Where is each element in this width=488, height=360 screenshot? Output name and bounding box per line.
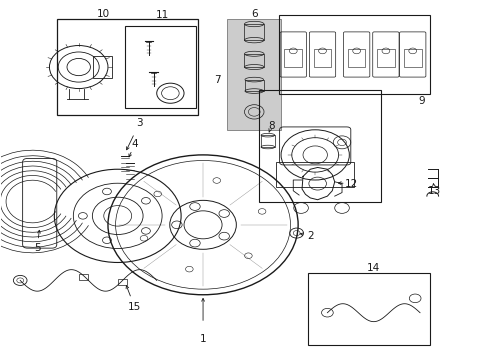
Bar <box>125 26 195 108</box>
Bar <box>118 279 127 285</box>
Text: 3: 3 <box>136 118 142 128</box>
Bar <box>244 24 264 40</box>
Text: 1: 1 <box>199 333 206 343</box>
Bar <box>259 90 380 202</box>
Bar <box>261 135 274 147</box>
Bar <box>79 274 88 280</box>
Bar <box>284 49 302 67</box>
Text: 13: 13 <box>427 186 440 196</box>
Bar <box>93 56 112 78</box>
Bar <box>278 15 429 94</box>
Text: 14: 14 <box>366 262 379 273</box>
Bar <box>244 80 263 91</box>
Text: 8: 8 <box>267 121 274 131</box>
Text: 7: 7 <box>214 75 221 85</box>
Text: 4: 4 <box>131 139 138 149</box>
Text: 2: 2 <box>306 231 313 240</box>
Text: 6: 6 <box>250 9 257 19</box>
Text: 11: 11 <box>156 10 169 20</box>
Bar <box>376 49 394 67</box>
Text: 5: 5 <box>34 243 41 253</box>
Text: 12: 12 <box>345 179 358 189</box>
Text: 10: 10 <box>96 9 109 19</box>
Text: 9: 9 <box>418 96 425 106</box>
Bar <box>244 54 264 67</box>
Bar <box>307 273 429 345</box>
Text: 15: 15 <box>128 302 141 312</box>
Bar <box>227 19 281 130</box>
Bar <box>57 19 198 116</box>
Bar <box>313 49 330 67</box>
Bar <box>403 49 421 67</box>
Bar <box>276 162 353 187</box>
Bar <box>347 49 365 67</box>
